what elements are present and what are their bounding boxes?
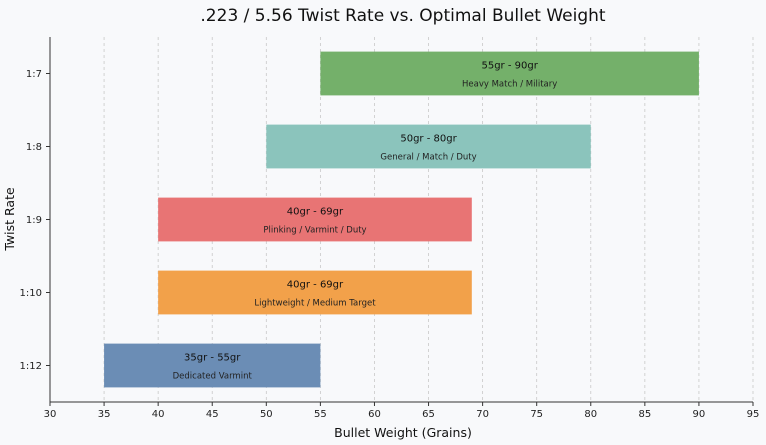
bar-range-label: 40gr - 69gr (287, 280, 344, 291)
x-axis-label: Bullet Weight (Grains) (334, 425, 472, 440)
bar-range-label: 55gr - 90gr (481, 61, 538, 72)
x-tick-label: 50 (260, 409, 273, 420)
y-axis-label: Twist Rate (2, 187, 17, 252)
y-tick-label: 1:9 (26, 215, 42, 226)
y-tick-label: 1:8 (26, 142, 42, 153)
x-tick-label: 95 (747, 409, 760, 420)
x-tick-label: 90 (693, 409, 706, 420)
x-tick-label: 70 (476, 409, 489, 420)
x-tick-label: 80 (584, 409, 597, 420)
x-tick-label: 85 (638, 409, 651, 420)
bar-use-label: Plinking / Varmint / Duty (263, 226, 366, 236)
x-tick-label: 35 (98, 409, 111, 420)
bar-range-label: 50gr - 80gr (400, 134, 457, 145)
bar-use-label: General / Match / Duty (380, 153, 476, 163)
x-tick-label: 40 (152, 409, 165, 420)
bar-use-label: Heavy Match / Military (462, 80, 557, 90)
x-tick-label: 45 (206, 409, 219, 420)
x-ticks: 30 35 40 45 50 55 60 65 70 75 80 85 90 95 (44, 402, 760, 420)
x-tick-label: 60 (368, 409, 381, 420)
x-tick-label: 65 (422, 409, 435, 420)
chart-title: .223 / 5.56 Twist Rate vs. Optimal Bulle… (200, 6, 606, 26)
y-tick-label: 1:10 (20, 288, 42, 299)
bar-range-label: 40gr - 69gr (287, 207, 344, 218)
y-tick-label: 1:12 (20, 361, 42, 372)
bar-range-label: 35gr - 55gr (184, 353, 241, 364)
bar (158, 270, 472, 315)
y-ticks: 1:7 1:8 1:9 1:10 1:12 (20, 69, 50, 372)
y-tick-label: 1:7 (26, 69, 42, 80)
bar-use-label: Lightweight / Medium Target (254, 299, 376, 309)
bar (158, 197, 472, 242)
bar (320, 51, 699, 96)
bar-use-label: Dedicated Varmint (173, 372, 253, 382)
bar (266, 124, 591, 169)
bars: 55gr - 90gr Heavy Match / Military 50gr - … (104, 51, 699, 388)
x-tick-label: 75 (530, 409, 543, 420)
bar (104, 343, 321, 388)
x-tick-label: 30 (44, 409, 57, 420)
x-tick-label: 55 (314, 409, 327, 420)
